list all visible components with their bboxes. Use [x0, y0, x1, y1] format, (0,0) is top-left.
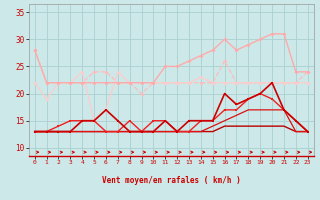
X-axis label: Vent moyen/en rafales ( km/h ): Vent moyen/en rafales ( km/h ) [102, 176, 241, 185]
